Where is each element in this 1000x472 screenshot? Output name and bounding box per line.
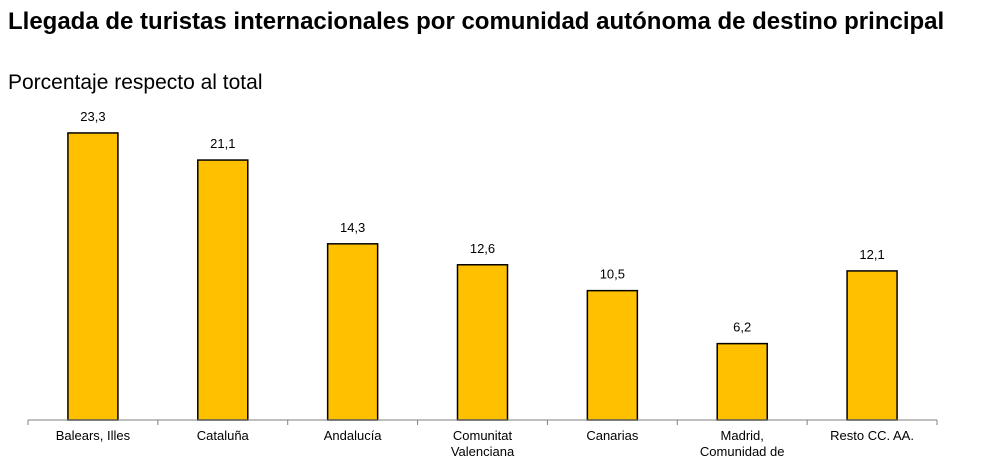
data-label: 6,2 — [733, 320, 751, 335]
x-tick-label-line: Andalucía — [324, 428, 383, 443]
bar — [197, 159, 249, 421]
x-tick-label: Canarias — [586, 428, 639, 443]
x-axis: Balears, Illes Cataluña Andalucía Comunitat… — [27, 419, 938, 459]
x-tick-label-line: Madrid, — [721, 428, 764, 443]
bars-group: 23,3 21,1 14,3 12,6 10,5 6,2 12,1 — [67, 109, 898, 421]
bar — [846, 270, 898, 421]
data-label: 14,3 — [340, 220, 365, 235]
bar — [67, 132, 119, 421]
chart-title: Llegada de turistas internacionales por … — [8, 8, 945, 35]
x-tick-label: Cataluña — [197, 428, 250, 443]
x-tick-label: Balears, Illes — [56, 428, 131, 443]
data-label: 12,1 — [859, 247, 884, 262]
chart-subtitle: Porcentaje respecto al total — [8, 71, 263, 94]
data-label: 23,3 — [80, 109, 105, 124]
bar — [716, 342, 768, 421]
x-tick-label-line: Comunidad de — [700, 444, 785, 459]
x-tick-label: Madrid, Comunidad de — [700, 428, 785, 459]
data-label: 12,6 — [470, 241, 495, 256]
bar — [326, 243, 379, 421]
bar — [586, 289, 639, 421]
x-tick-label-line: Resto CC. AA. — [830, 428, 914, 443]
data-label: 21,1 — [210, 136, 235, 151]
x-tick-label: Andalucía — [324, 428, 383, 443]
x-tick-label-line: Valenciana — [451, 444, 515, 459]
x-tick-label-line: Comunitat — [453, 428, 513, 443]
bar — [456, 264, 509, 421]
x-tick-label: Comunitat Valenciana — [451, 428, 515, 459]
x-tick-label-line: Canarias — [586, 428, 639, 443]
x-tick-label-line: Cataluña — [197, 428, 250, 443]
x-tick-label: Resto CC. AA. — [830, 428, 914, 443]
x-tick-label-line: Balears, Illes — [56, 428, 131, 443]
data-label: 10,5 — [600, 267, 625, 282]
